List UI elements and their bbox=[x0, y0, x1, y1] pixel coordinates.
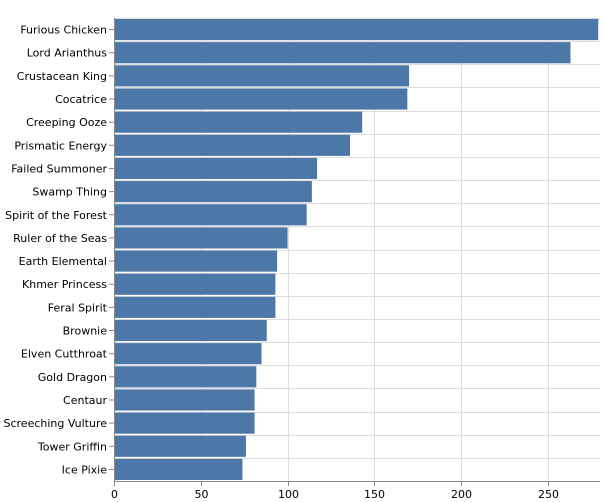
category-label: Elven Cutthroat bbox=[21, 348, 108, 361]
bar-failed-summoner bbox=[114, 157, 318, 180]
x-tick-label: 200 bbox=[451, 488, 472, 501]
category-labels: Furious Chicken Lord Arianthus Crustacean … bbox=[3, 24, 114, 476]
bar-feral-spirit bbox=[114, 296, 276, 318]
bar-cocatrice bbox=[114, 88, 408, 110]
category-label: Tower Griffin bbox=[37, 440, 107, 453]
gridlines bbox=[114, 18, 600, 482]
category-label: Furious Chicken bbox=[20, 24, 107, 37]
bar-gold-dragon bbox=[114, 366, 257, 388]
category-label: Lord Arianthus bbox=[27, 47, 108, 60]
bar-lord-arianthus bbox=[114, 42, 571, 64]
category-label: Crustacean King bbox=[17, 70, 107, 83]
category-label: Prismatic Energy bbox=[14, 139, 107, 152]
bar-centaur bbox=[114, 389, 255, 411]
x-tick-label: 50 bbox=[195, 488, 209, 501]
x-tick-label: 0 bbox=[111, 488, 118, 501]
category-label: Screeching Vulture bbox=[3, 417, 107, 430]
bar-brownie bbox=[114, 319, 267, 342]
category-label: Ruler of the Seas bbox=[13, 232, 107, 245]
bar-earth-elemental bbox=[114, 250, 278, 272]
category-label: Feral Spirit bbox=[48, 301, 108, 314]
category-label: Centaur bbox=[63, 394, 107, 407]
x-axis: 0 50 100 150 200 250 bbox=[111, 481, 600, 501]
bar-furious-chicken bbox=[114, 19, 599, 41]
bar-elven-cutthroat bbox=[114, 343, 262, 365]
category-label: Brownie bbox=[63, 325, 108, 338]
bars bbox=[114, 19, 599, 480]
bar-ruler-of-the-seas bbox=[114, 227, 288, 249]
category-label: Creeping Ooze bbox=[26, 116, 107, 129]
bar-swamp-thing bbox=[114, 181, 312, 203]
bar-screeching-vulture bbox=[114, 412, 255, 434]
category-label: Gold Dragon bbox=[38, 371, 107, 384]
category-label: Spirit of the Forest bbox=[5, 209, 108, 222]
category-label: Cocatrice bbox=[55, 93, 107, 106]
category-label: Failed Summoner bbox=[11, 162, 107, 175]
bar-crustacean-king bbox=[114, 65, 410, 87]
bar-creeping-ooze bbox=[114, 111, 363, 133]
bar-prismatic-energy bbox=[114, 134, 351, 156]
category-label: Swamp Thing bbox=[32, 186, 107, 199]
category-label: Ice Pixie bbox=[62, 463, 108, 476]
x-tick-label: 150 bbox=[364, 488, 385, 501]
bar-tower-griffin bbox=[114, 435, 246, 457]
x-tick-label: 250 bbox=[538, 488, 559, 501]
bar-ice-pixie bbox=[114, 458, 243, 480]
category-label: Khmer Princess bbox=[22, 278, 107, 291]
x-tick-label: 100 bbox=[278, 488, 299, 501]
bar-khmer-princess bbox=[114, 273, 276, 295]
bar-spirit-of-the-forest bbox=[114, 204, 307, 226]
category-label: Earth Elemental bbox=[19, 255, 107, 268]
